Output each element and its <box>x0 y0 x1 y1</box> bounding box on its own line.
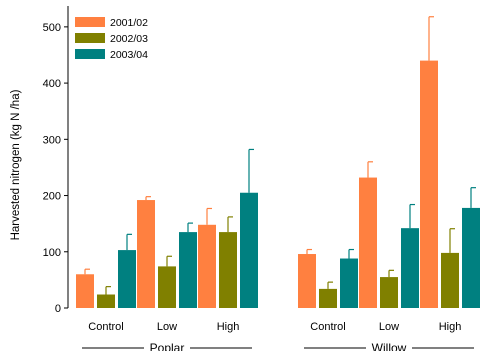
bar <box>319 288 337 308</box>
category-label: Control <box>310 321 345 333</box>
y-tick-label: 0 <box>55 303 61 315</box>
bar <box>298 254 316 308</box>
bars-layer <box>76 60 480 308</box>
y-tick-label: 500 <box>43 22 61 34</box>
bar <box>441 252 459 308</box>
bar <box>380 277 398 308</box>
x-labels-layer: Control Low High Poplar Control Low High Willow <box>82 321 474 351</box>
bar <box>76 274 94 308</box>
bar <box>240 192 258 308</box>
category-label: High <box>217 321 240 333</box>
axes-layer: 0 100 200 300 400 500 <box>43 6 69 315</box>
category-label: Control <box>88 321 123 333</box>
category-label: High <box>439 321 462 333</box>
category-label: Low <box>379 321 399 333</box>
bar <box>118 250 136 308</box>
bar <box>359 177 377 308</box>
y-tick-label: 100 <box>43 247 61 259</box>
group-label: Poplar <box>150 341 185 351</box>
bar <box>340 258 358 308</box>
y-axis-title: Harvested nitrogen (kg N /ha) <box>10 89 22 240</box>
bar <box>462 207 480 308</box>
y-tick-label: 200 <box>43 191 61 203</box>
error-bars-layer <box>84 16 476 295</box>
legend-swatch <box>75 17 105 27</box>
y-tick-label: 300 <box>43 134 61 146</box>
bar <box>158 266 176 308</box>
bar <box>420 60 438 308</box>
bar <box>401 228 419 308</box>
y-tick-label: 400 <box>43 78 61 90</box>
legend-swatch <box>75 33 105 43</box>
bar <box>137 200 155 308</box>
legend-swatch <box>75 49 105 59</box>
legend: 2001/02 2002/03 2003/04 <box>75 17 148 61</box>
legend-label: 2002/03 <box>110 33 148 45</box>
legend-label: 2001/02 <box>110 17 148 29</box>
group-label: Willow <box>372 341 407 351</box>
bar <box>179 232 197 308</box>
legend-label: 2003/04 <box>110 49 148 61</box>
category-label: Low <box>157 321 177 333</box>
bar <box>219 232 237 308</box>
bar <box>198 224 216 308</box>
bar <box>97 294 115 308</box>
